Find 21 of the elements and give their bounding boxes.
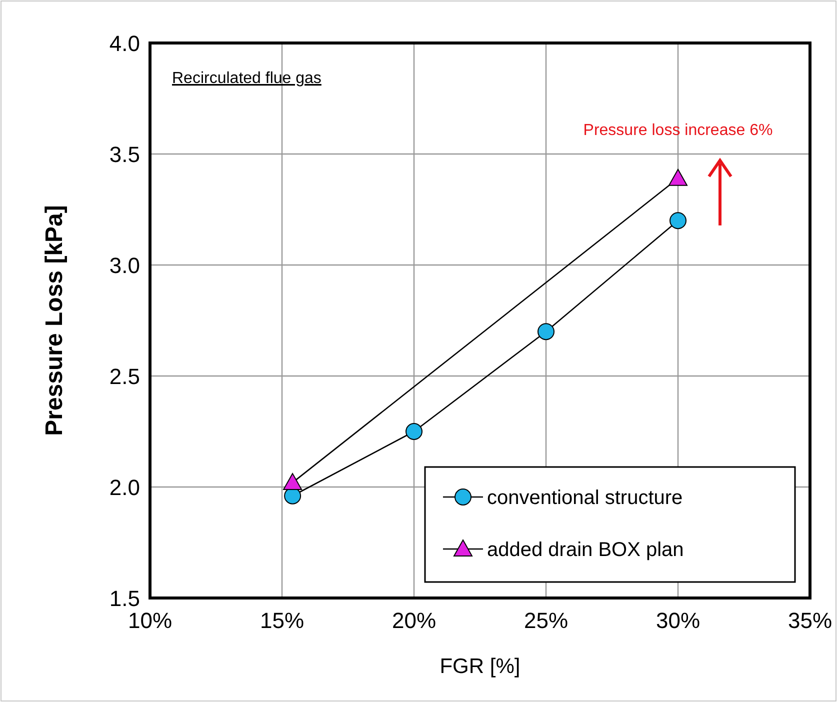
x-tick-label: 20% — [392, 608, 436, 633]
x-tick-label: 25% — [524, 608, 568, 633]
x-tick-label: 10% — [128, 608, 172, 633]
y-tick-label: 3.0 — [109, 253, 140, 278]
y-tick-label: 3.5 — [109, 142, 140, 167]
point — [670, 212, 686, 230]
y-tick-label: 2.5 — [109, 364, 140, 389]
legend-label: added drain BOX plan — [487, 539, 684, 561]
x-tick-label: 30% — [656, 608, 700, 633]
y-tick-label: 2.0 — [109, 475, 140, 500]
y-tick-label: 4.0 — [109, 31, 140, 56]
point — [538, 323, 554, 340]
point — [406, 423, 422, 440]
y-tick-label: 1.5 — [109, 586, 140, 611]
y-axis-title: Pressure Loss [kPa] — [41, 205, 68, 436]
annotation: Recirculated flue gas — [172, 70, 322, 87]
x-tick-label: 35% — [788, 608, 832, 633]
x-axis-title: FGR [%] — [440, 655, 520, 678]
legend-label: conventional structure — [487, 487, 683, 509]
x-tick-label: 15% — [260, 608, 304, 633]
annotation: Pressure loss increase 6% — [583, 122, 773, 139]
